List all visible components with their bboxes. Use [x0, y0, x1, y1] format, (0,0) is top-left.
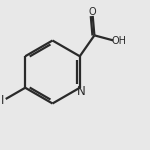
Text: O: O: [89, 7, 96, 17]
Text: N: N: [77, 85, 86, 98]
Text: I: I: [1, 94, 4, 107]
Text: OH: OH: [111, 36, 126, 46]
